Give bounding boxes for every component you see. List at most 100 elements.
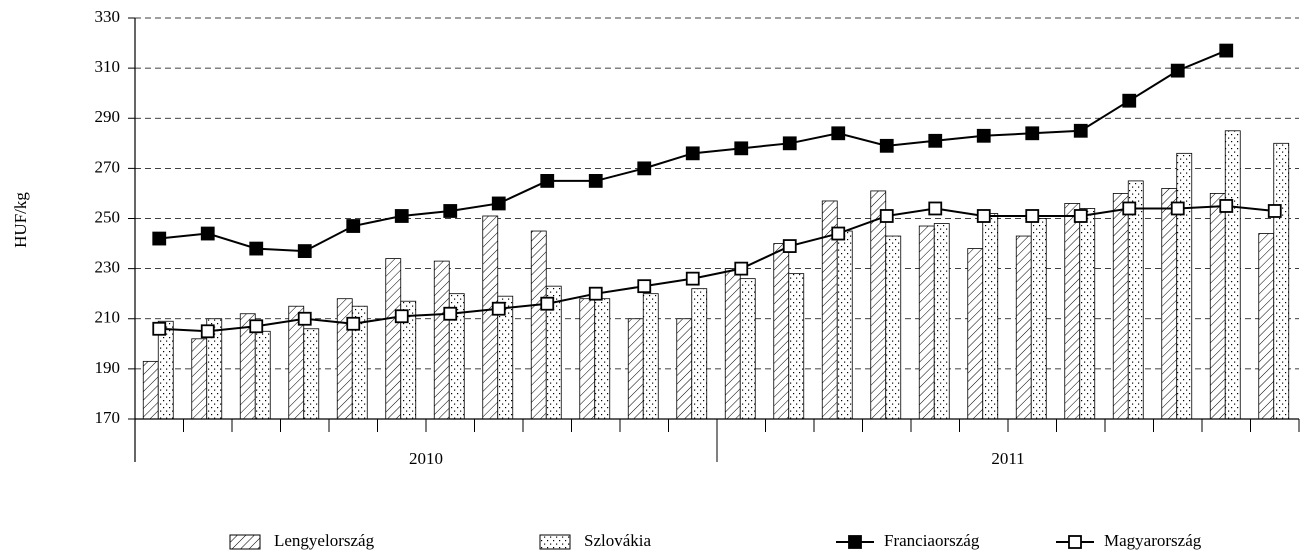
marker [443,204,458,218]
marker [928,133,943,148]
bar [739,278,756,420]
marker [152,321,167,336]
bar [627,318,644,420]
marker [443,306,458,321]
bar [482,215,499,420]
legend-label: Szlovákia [584,531,651,550]
legend-label: Franciaország [884,531,980,550]
year-label: 2011 [991,449,1024,468]
bar [1015,235,1032,420]
marker [685,146,700,161]
bar [1224,130,1241,420]
bar [1176,152,1193,420]
bar [1112,193,1129,420]
marker [637,161,652,176]
marker [879,209,894,223]
marker [346,219,361,233]
legend-swatch [539,534,571,550]
marker [297,244,312,258]
marker [1025,209,1040,223]
y-tick-label: 210 [95,308,121,327]
bar [885,235,902,420]
marker [588,286,603,301]
marker [782,136,797,151]
bar [918,225,935,420]
y-tick-label: 170 [95,408,121,427]
marker [976,209,991,223]
bar [967,248,984,420]
y-tick-label: 330 [95,7,121,26]
marker [879,138,894,153]
marker [928,201,943,216]
y-tick-label: 230 [95,258,121,277]
legend-label: Magyarország [1104,531,1202,550]
bar [385,258,402,420]
y-tick-label: 250 [95,207,121,226]
bar [676,318,693,420]
bar [642,293,659,420]
marker [1170,63,1185,78]
marker [249,241,264,256]
bar [191,338,208,420]
bar [594,298,611,420]
bar [933,223,950,420]
marker [1219,199,1234,213]
bar [1127,180,1144,420]
bar [1209,193,1226,420]
marker [1073,209,1088,223]
bar [433,260,450,420]
year-label: 2010 [409,449,443,468]
line [159,204,1275,333]
marker [831,226,846,241]
marker [588,174,603,188]
marker [540,174,555,188]
marker [685,271,700,286]
marker [782,239,797,253]
bar [724,268,741,420]
bar [1273,142,1290,420]
bar [1079,208,1096,420]
bar [982,213,999,420]
legend-label: Lengyelország [274,531,375,550]
y-axis-label: HUF/kg [11,192,30,248]
marker [346,316,361,331]
marker [1073,123,1088,138]
marker [1219,43,1234,58]
marker [831,126,846,141]
marker [200,324,215,339]
y-tick-label: 270 [95,157,121,176]
bar [1161,188,1178,420]
bar [1258,233,1275,420]
bar [579,298,596,420]
bar [773,243,790,420]
marker [1025,126,1040,141]
marker [491,301,506,316]
bar [691,288,708,420]
bar [1030,218,1047,420]
marker [297,311,312,326]
bar [142,360,159,420]
bar [157,320,174,420]
marker [1122,93,1137,108]
marker [249,319,264,334]
bar [530,230,547,420]
bar [870,190,887,420]
marker [1122,201,1137,216]
marker [734,261,749,276]
marker [394,309,409,324]
marker [1170,201,1185,216]
y-tick-label: 290 [95,107,121,126]
marker [540,296,555,311]
marker [491,196,506,211]
bar [336,298,353,420]
marker [976,128,991,143]
bar [836,230,853,420]
y-tick-label: 190 [95,358,121,377]
marker [1267,204,1282,218]
bar [1064,203,1081,420]
marker [394,209,409,223]
bar [254,330,271,420]
marker [152,231,167,246]
marker [734,141,749,156]
